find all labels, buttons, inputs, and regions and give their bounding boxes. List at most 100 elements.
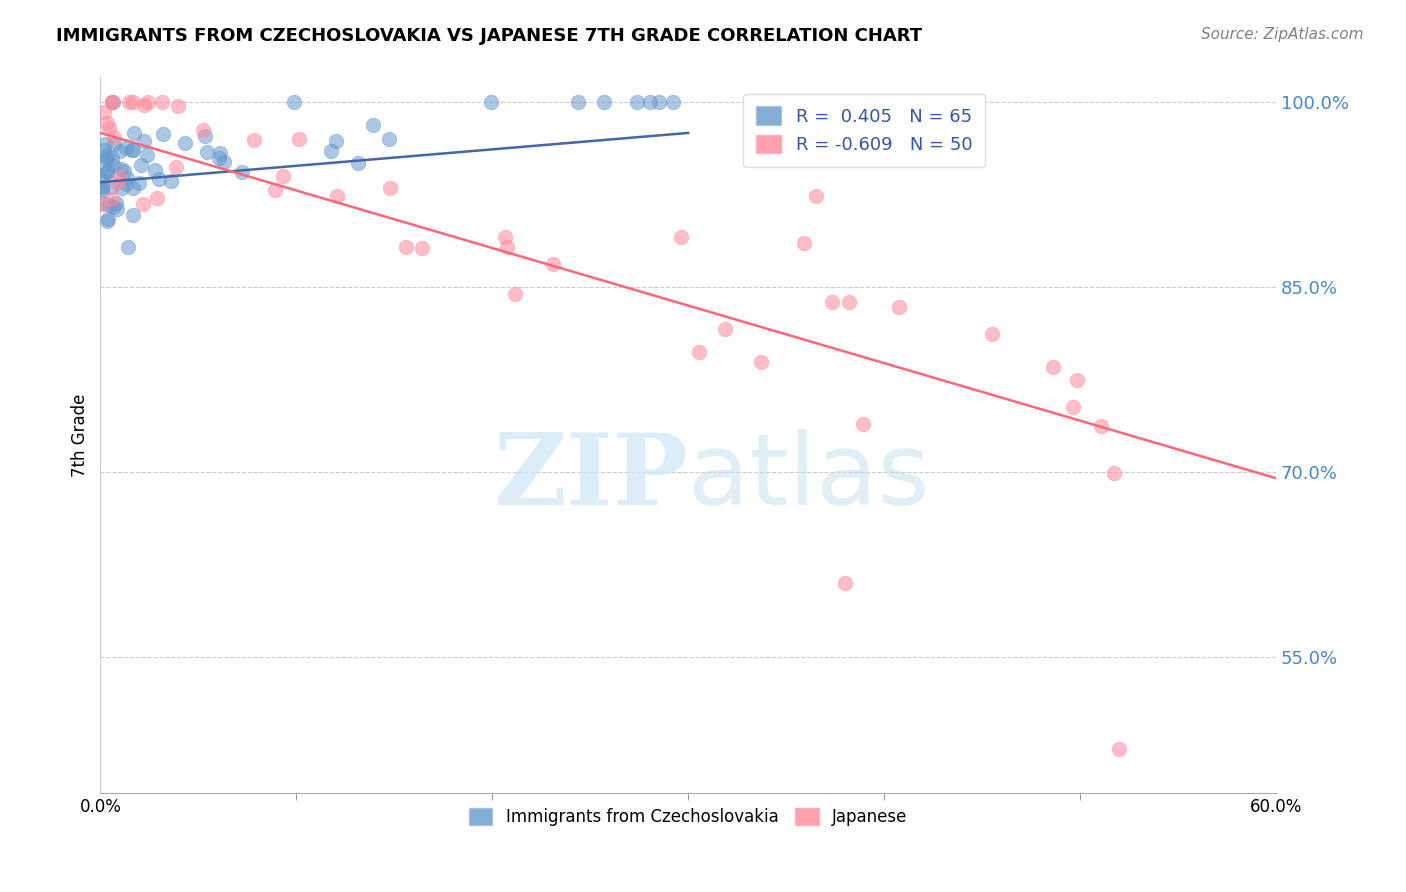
Point	[283, 95, 305, 109]
Point	[100, 179, 122, 194]
Point	[96, 149, 118, 163]
Point	[152, 128, 174, 142]
Point	[105, 202, 128, 216]
Point	[326, 188, 349, 202]
Point	[793, 236, 815, 251]
Point	[135, 148, 157, 162]
Point	[110, 144, 132, 158]
Point	[271, 169, 294, 184]
Point	[118, 95, 141, 109]
Point	[96, 165, 118, 179]
Point	[148, 172, 170, 186]
Point	[115, 170, 138, 185]
Point	[378, 181, 401, 195]
Point	[195, 145, 218, 159]
Point	[129, 158, 152, 172]
Point	[411, 242, 433, 256]
Point	[132, 135, 155, 149]
Point	[165, 160, 187, 174]
Point	[101, 151, 124, 165]
Point	[1042, 360, 1064, 375]
Point	[101, 158, 124, 172]
Point	[121, 208, 143, 222]
Point	[1062, 400, 1084, 414]
Point	[1108, 742, 1130, 756]
Point	[96, 116, 118, 130]
Point	[143, 163, 166, 178]
Point	[101, 95, 124, 109]
Point	[749, 355, 772, 369]
Point	[97, 197, 120, 211]
Point	[121, 143, 143, 157]
Point	[1102, 466, 1125, 480]
Point	[325, 134, 347, 148]
Point	[103, 129, 125, 144]
Point	[160, 174, 183, 188]
Point	[377, 132, 399, 146]
Point	[494, 229, 516, 244]
Point	[167, 99, 190, 113]
Point	[103, 137, 125, 152]
Point	[114, 164, 136, 178]
Point	[96, 153, 118, 168]
Text: ZIP: ZIP	[494, 429, 688, 526]
Point	[1066, 373, 1088, 387]
Point	[91, 197, 114, 211]
Point	[121, 143, 143, 157]
Point	[122, 126, 145, 140]
Point	[105, 176, 128, 190]
Point	[820, 295, 842, 310]
Point	[150, 95, 173, 109]
Point	[91, 196, 114, 211]
Point	[98, 120, 121, 135]
Point	[209, 145, 232, 160]
Point	[93, 105, 115, 120]
Point	[479, 95, 502, 109]
Point	[243, 133, 266, 147]
Point	[94, 136, 117, 151]
Point	[638, 95, 661, 109]
Point	[122, 181, 145, 195]
Point	[132, 98, 155, 112]
Point	[108, 170, 131, 185]
Point	[212, 155, 235, 169]
Point	[1090, 419, 1112, 434]
Point	[288, 132, 311, 146]
Point	[806, 189, 828, 203]
Point	[567, 95, 589, 109]
Point	[97, 211, 120, 226]
Point	[101, 193, 124, 207]
Point	[688, 345, 710, 359]
Point	[626, 95, 648, 109]
Point	[132, 197, 155, 211]
Point	[834, 576, 856, 591]
Point	[114, 140, 136, 154]
Point	[96, 151, 118, 165]
Point	[94, 165, 117, 179]
Point	[105, 196, 128, 211]
Point	[117, 240, 139, 254]
Point	[101, 95, 124, 109]
Point	[231, 165, 253, 179]
Point	[91, 180, 114, 194]
Point	[647, 95, 669, 109]
Point	[91, 174, 114, 188]
Legend: Immigrants from Czechoslovakia, Japanese: Immigrants from Czechoslovakia, Japanese	[461, 799, 915, 834]
Point	[145, 191, 167, 205]
Point	[122, 95, 145, 109]
Point	[174, 136, 197, 150]
Text: atlas: atlas	[688, 429, 929, 526]
Point	[887, 300, 910, 314]
Point	[194, 128, 217, 143]
Point	[662, 95, 685, 109]
Point	[263, 183, 285, 197]
Point	[115, 177, 138, 191]
Point	[394, 240, 416, 254]
Point	[495, 240, 517, 254]
Point	[838, 294, 860, 309]
Point	[93, 143, 115, 157]
Point	[111, 180, 134, 194]
Y-axis label: 7th Grade: 7th Grade	[72, 393, 89, 476]
Point	[714, 322, 737, 336]
Point	[91, 179, 114, 194]
